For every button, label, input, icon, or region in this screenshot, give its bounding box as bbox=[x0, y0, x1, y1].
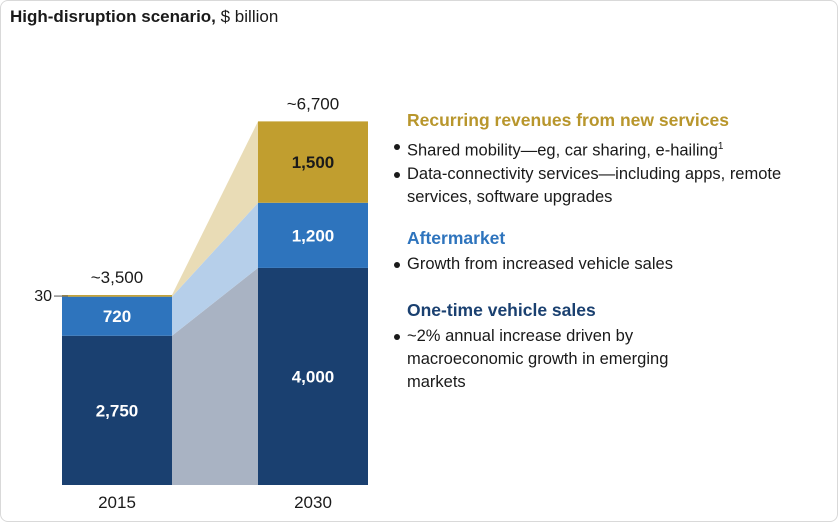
bar-segment bbox=[62, 296, 172, 336]
legend-recurring-bullet: Shared mobility—eg, car sharing, e-haili… bbox=[392, 135, 832, 163]
legend-aftermarket-heading: Aftermarket bbox=[407, 228, 506, 248]
data-label: 720 bbox=[103, 307, 131, 326]
chart-title-unit: $ billion bbox=[215, 7, 279, 26]
legend-one-time-heading: One-time vehicle sales bbox=[407, 300, 596, 320]
legend-one-time-bullet-text: ~2% annual increase driven by macroecono… bbox=[407, 327, 669, 391]
connector-band bbox=[172, 121, 258, 297]
legend-recurring-heading: Recurring revenues from new services bbox=[407, 110, 729, 130]
legend-aftermarket-bullet: Growth from increased vehicle sales bbox=[392, 253, 832, 276]
legend-aftermarket: Aftermarket Growth from increased vehicl… bbox=[392, 228, 832, 276]
chart-title: High-disruption scenario, $ billion bbox=[10, 7, 278, 27]
bar-segment bbox=[258, 121, 368, 203]
bar-segment bbox=[258, 267, 368, 485]
category-label: 2015 bbox=[98, 493, 136, 512]
legend-recurring-bullet: Data-connectivity services—including app… bbox=[392, 163, 832, 209]
legend-one-time-bullet: ~2% annual increase driven by macroecono… bbox=[392, 325, 692, 394]
data-label: 30 bbox=[34, 288, 52, 305]
data-label: 1,500 bbox=[292, 153, 335, 172]
data-label: 2,750 bbox=[96, 401, 139, 420]
data-label: 4,000 bbox=[292, 367, 335, 386]
total-label: ~3,500 bbox=[91, 268, 143, 287]
legend-recurring-bullet-text: Shared mobility—eg, car sharing, e-haili… bbox=[407, 141, 718, 160]
data-label: 1,200 bbox=[292, 226, 335, 245]
legend-recurring-bullet-text: Data-connectivity services—including app… bbox=[407, 164, 782, 206]
footnote-marker: 1 bbox=[717, 141, 724, 152]
legend-aftermarket-bullet-text: Growth from increased vehicle sales bbox=[407, 255, 673, 273]
bar-segment bbox=[258, 202, 368, 268]
bar-segment bbox=[62, 295, 172, 297]
category-label: 2030 bbox=[294, 493, 332, 512]
bar-segment bbox=[62, 335, 172, 485]
connector-band bbox=[172, 267, 258, 485]
total-label: ~6,700 bbox=[287, 94, 339, 113]
connector-band bbox=[172, 202, 258, 336]
legend-one-time: One-time vehicle sales ~2% annual increa… bbox=[392, 300, 832, 394]
chart-title-bold: High-disruption scenario, bbox=[10, 7, 216, 26]
legend-recurring: Recurring revenues from new services Sha… bbox=[392, 110, 832, 209]
